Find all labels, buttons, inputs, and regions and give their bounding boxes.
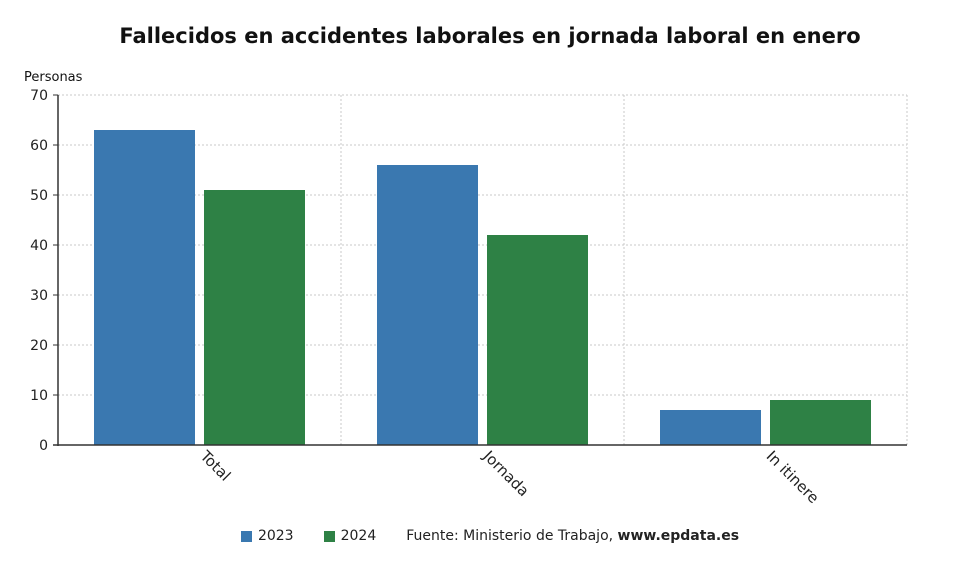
y-tick-label: 50	[30, 188, 48, 204]
x-tick-label: In itinere	[763, 447, 823, 507]
y-tick-label: 20	[30, 338, 48, 354]
bar-2023-jornada[interactable]	[377, 165, 478, 445]
source-note: Fuente: Ministerio de Trabajo, www.epdat…	[406, 528, 739, 544]
y-tick-label: 10	[30, 388, 48, 404]
legend-item-2024[interactable]: 2024	[323, 528, 377, 544]
y-tick-label: 70	[30, 88, 48, 104]
y-tick-label: 60	[30, 138, 48, 154]
bar-2024-total[interactable]	[204, 190, 305, 445]
bar-2023-total[interactable]	[94, 130, 195, 445]
bar-2024-jornada[interactable]	[487, 235, 588, 445]
x-tick-label: Jornada	[479, 446, 533, 500]
grid-lines	[58, 94, 908, 445]
bars	[94, 130, 871, 445]
legend-label-2024: 2024	[340, 528, 377, 544]
y-tick-label: 0	[39, 438, 48, 454]
bar-2024-in-itinere[interactable]	[770, 400, 871, 445]
y-tick-label: 40	[30, 238, 48, 254]
source-text: Fuente: Ministerio de Trabajo,	[406, 528, 618, 544]
legend-item-2023[interactable]: 2023	[240, 528, 294, 544]
x-tick-label: Total	[196, 446, 234, 484]
source-link[interactable]: www.epdata.es	[617, 528, 740, 544]
axes	[53, 94, 907, 446]
chart-footer: 2023 2024 Fuente: Ministerio de Trabajo,…	[0, 528, 980, 544]
legend-swatch-2024	[323, 530, 335, 542]
legend-swatch-2023	[240, 530, 252, 542]
y-tick-label: 30	[30, 288, 48, 304]
legend-label-2023: 2023	[257, 528, 294, 544]
y-axis-label: Personas	[24, 70, 83, 85]
x-axis-ticks: Total Jornada In itinere	[196, 446, 823, 507]
chart-title: Fallecidos en accidentes laborales en jo…	[119, 24, 861, 48]
bar-2023-in-itinere[interactable]	[660, 410, 761, 445]
y-axis-ticks: 0 10 20 30 40 50 60 70	[30, 88, 48, 454]
